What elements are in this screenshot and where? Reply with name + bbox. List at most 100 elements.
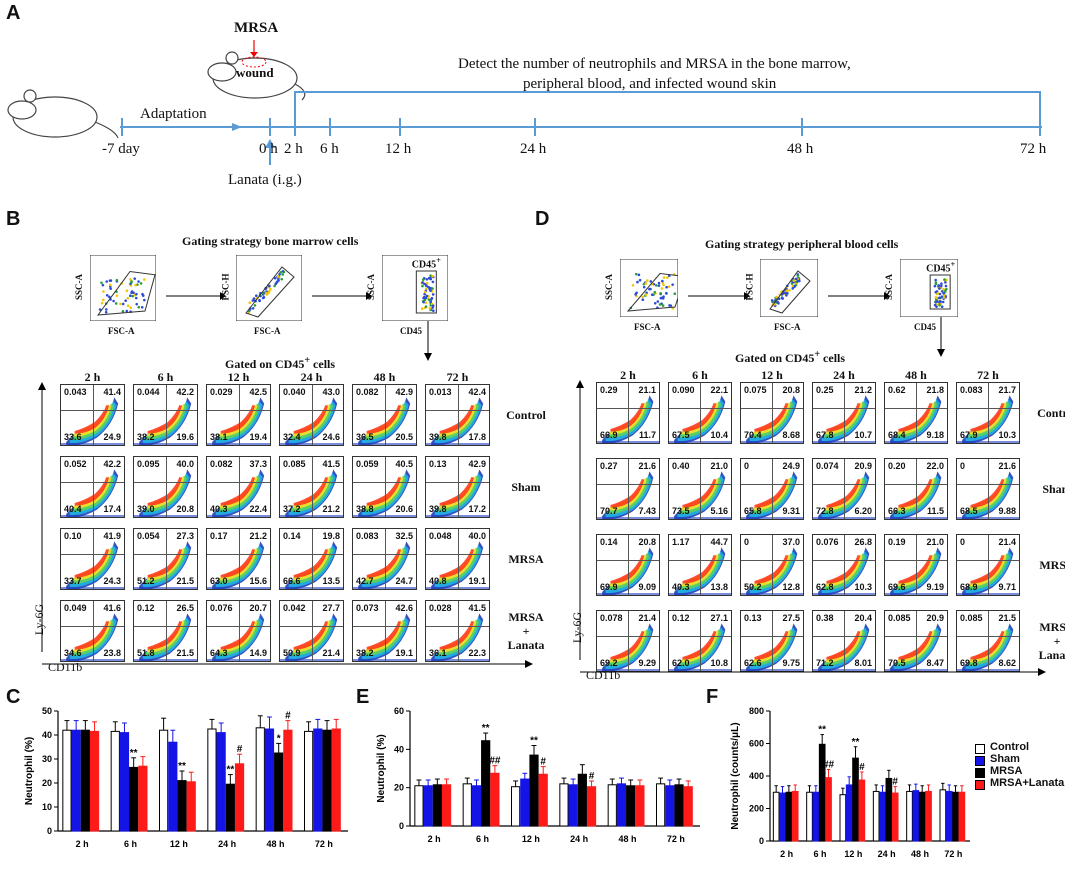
gating-title-b: Gating strategy bone marrow cells [182,234,358,249]
mouse-illustration-left [8,90,118,138]
bar [569,785,577,826]
x-tick-label: 72 h [315,839,333,849]
gating-x-axis-label: CD45 [914,322,936,332]
flow-axis-arrows [570,380,1060,685]
y-axis-label: Neutrophil (%) [24,737,35,805]
y-tick-label: 60 [394,706,404,716]
x-tick-label: 72 h [667,834,685,844]
y-tick-label: 0 [399,821,404,831]
y-tick-label: 30 [42,754,52,764]
x-tick-label: 6 h [476,834,489,844]
x-tick-label: 24 h [218,839,236,849]
gating-plot [90,255,156,321]
bar [926,791,932,841]
significance-marker: ## [823,760,835,771]
significance-marker: ## [489,756,501,767]
x-tick-label: 72 h [944,849,962,859]
legend-swatch-lanata [975,780,985,790]
tick-label: -7 day [102,141,140,158]
bar [792,791,798,841]
x-tick-label: 48 h [266,839,284,849]
bar [187,782,195,831]
detect-line-2: peripheral blood, and infected wound ski… [523,76,923,93]
gating-title-d: Gating strategy peripheral blood cells [705,237,898,252]
x-tick-label: 48 h [618,834,636,844]
bar [946,791,952,841]
bar [139,766,147,831]
significance-marker: ** [852,737,860,748]
bar [482,741,490,826]
gating-y-axis-label: FSC-H [745,274,755,301]
y-tick-label: 40 [42,730,52,740]
bar [81,730,89,831]
bar [442,785,450,826]
bar [463,784,471,826]
bar [840,795,846,841]
gating-down-arrow [423,321,433,366]
significance-marker: ** [130,748,138,759]
gated-label-d: Gated on CD45+ cells [735,349,845,366]
bar [959,792,965,841]
bar [657,784,665,826]
bar [919,792,925,841]
y-tick-label: 10 [42,802,52,812]
significance-marker: # [859,762,865,773]
gating-y-axis-label: SSC-A [884,274,894,300]
bar [491,773,499,826]
bar [275,753,283,831]
gating-arrow [312,288,372,306]
significance-marker: * [277,733,281,744]
significance-marker: ** [818,725,826,736]
cd45-gate-label: CD45+ [412,256,441,270]
x-tick-label: 6 h [124,839,137,849]
bar [208,729,216,831]
significance-marker: # [237,744,243,755]
bar [953,792,959,841]
bar [666,786,674,826]
x-tick-label: 12 h [844,849,862,859]
panel-letter-b: B [6,208,20,231]
legend-swatch-control [975,744,985,754]
significance-marker: ** [482,723,490,734]
bar [160,730,168,831]
bar-chart-f: 0 200 400 600 800 Neutrophil (counts/μL) 2 h 6 … [730,706,970,859]
bar [786,792,792,841]
y-tick-label: 600 [749,739,764,749]
bar [807,792,813,841]
bar [675,785,683,826]
significance-marker: ** [530,736,538,747]
bar [608,785,616,826]
adaptation-label: Adaptation [140,106,207,123]
gating-plots-b: SSC-A FSC-A FSC-H FSC-A SSC-A CD45 CD45+ [60,250,520,355]
flow-axis-arrows [32,382,547,677]
detect-line-1: Detect the number of neutrophils and MRS… [458,56,958,73]
x-tick-label: 6 h [813,849,826,859]
gating-x-axis-label: FSC-A [774,322,801,332]
bar [130,767,138,831]
tick-label: 6 h [320,141,339,158]
legend-lanata: MRSA+Lanata [990,777,1064,789]
y-axis-label: Neutrophil (%) [376,734,387,802]
bar [886,778,892,841]
tick-label: 24 h [520,141,546,158]
bar [284,730,292,831]
bar [627,786,635,826]
legend-mrsa: MRSA [990,765,1022,777]
bar [521,779,529,826]
bar [305,731,313,831]
bar [617,784,625,826]
tick-label: 0 h [259,141,278,158]
x-tick-label: 24 h [570,834,588,844]
bar [314,729,322,831]
bar [684,787,692,826]
y-tick-label: 400 [749,771,764,781]
x-tick-label: 48 h [911,849,929,859]
bar [323,730,331,831]
bar [72,730,80,831]
gating-y-axis-label: SSC-A [604,274,614,300]
bar-charts: 01020304050Neutrophil (%)2 h6 h 12 h 24 h4… [0,686,1065,879]
bar [859,780,865,841]
bar [846,785,852,841]
x-tick-label: 12 h [522,834,540,844]
bar [332,729,340,831]
